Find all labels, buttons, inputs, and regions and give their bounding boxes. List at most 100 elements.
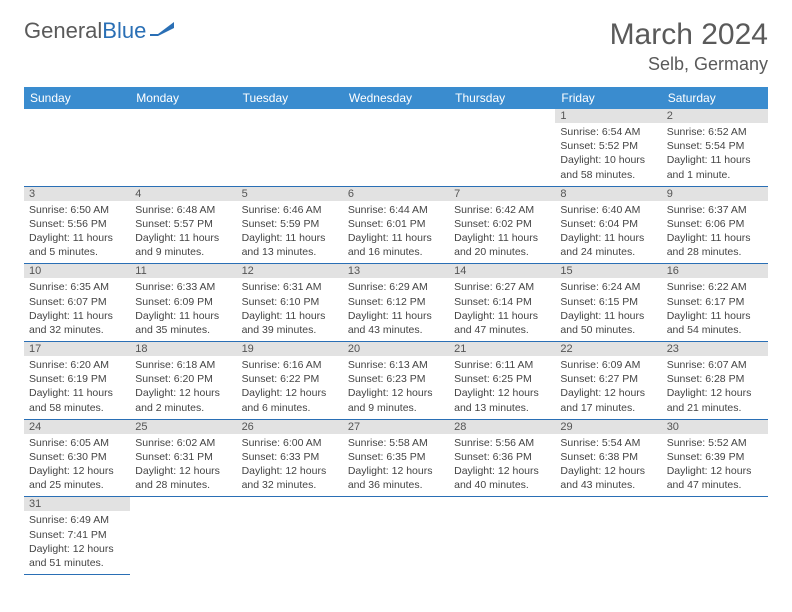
calendar-cell: 23Sunrise: 6:07 AMSunset: 6:28 PMDayligh… bbox=[662, 342, 768, 420]
daylight-text: Daylight: 11 hours and 47 minutes. bbox=[454, 309, 550, 337]
location-subtitle: Selb, Germany bbox=[610, 54, 768, 75]
calendar-cell: 28 Sunrise: 5:56 AMSunset: 6:36 PMDayligh… bbox=[449, 419, 555, 497]
day-number: 17 bbox=[24, 342, 130, 356]
calendar-cell: 16Sunrise: 6:22 AMSunset: 6:17 PMDayligh… bbox=[662, 264, 768, 342]
sunset-text: Sunset: 6:15 PM bbox=[560, 295, 656, 309]
sunrise-text: Sunrise: 6:13 AM bbox=[348, 358, 444, 372]
day-number: 11 bbox=[130, 264, 236, 278]
sunset-text: Sunset: 6:07 PM bbox=[29, 295, 125, 309]
day-number: 12 bbox=[237, 264, 343, 278]
sunrise-text: Sunrise: 6:27 AM bbox=[454, 280, 550, 294]
daylight-text: Daylight: 12 hours and 47 minutes. bbox=[667, 464, 763, 492]
sunrise-text: Sunrise: 6:18 AM bbox=[135, 358, 231, 372]
day-number: 18 bbox=[130, 342, 236, 356]
calendar-cell: 7Sunrise: 6:42 AMSunset: 6:02 PMDaylight… bbox=[449, 186, 555, 264]
flag-icon bbox=[150, 18, 174, 44]
weekday-header: Tuesday bbox=[237, 87, 343, 109]
sunrise-text: Sunrise: 6:20 AM bbox=[29, 358, 125, 372]
calendar-cell: 19Sunrise: 6:16 AMSunset: 6:22 PMDayligh… bbox=[237, 342, 343, 420]
sunrise-text: Sunrise: 6:54 AM bbox=[560, 125, 656, 139]
day-details: Sunrise: 6:22 AMSunset: 6:17 PMDaylight:… bbox=[667, 280, 763, 337]
daylight-text: Daylight: 12 hours and 40 minutes. bbox=[454, 464, 550, 492]
daylight-text: Daylight: 12 hours and 9 minutes. bbox=[348, 386, 444, 414]
sunset-text: Sunset: 7:41 PM bbox=[29, 528, 125, 542]
sunrise-text: Sunrise: 6:35 AM bbox=[29, 280, 125, 294]
sunset-text: Sunset: 5:54 PM bbox=[667, 139, 763, 153]
day-number: 25 bbox=[130, 420, 236, 434]
day-details: Sunrise: 5:52 AMSunset: 6:39 PMDaylight:… bbox=[667, 436, 763, 493]
day-details: Sunrise: 6:18 AMSunset: 6:20 PMDaylight:… bbox=[135, 358, 231, 415]
calendar-week-row: 10Sunrise: 6:35 AMSunset: 6:07 PMDayligh… bbox=[24, 264, 768, 342]
day-details: Sunrise: 6:52 AMSunset: 5:54 PMDaylight:… bbox=[667, 125, 763, 182]
daylight-text: Daylight: 12 hours and 21 minutes. bbox=[667, 386, 763, 414]
weekday-header: Monday bbox=[130, 87, 236, 109]
day-details: Sunrise: 5:56 AMSunset: 6:36 PMDaylight:… bbox=[454, 436, 550, 493]
calendar-week-row: 24Sunrise: 6:05 AMSunset: 6:30 PMDayligh… bbox=[24, 419, 768, 497]
day-details: Sunrise: 6:09 AMSunset: 6:27 PMDaylight:… bbox=[560, 358, 656, 415]
day-details: Sunrise: 6:29 AMSunset: 6:12 PMDaylight:… bbox=[348, 280, 444, 337]
daylight-text: Daylight: 11 hours and 9 minutes. bbox=[135, 231, 231, 259]
sunset-text: Sunset: 5:52 PM bbox=[560, 139, 656, 153]
sunset-text: Sunset: 6:12 PM bbox=[348, 295, 444, 309]
sunset-text: Sunset: 6:38 PM bbox=[560, 450, 656, 464]
daylight-text: Daylight: 11 hours and 54 minutes. bbox=[667, 309, 763, 337]
sunset-text: Sunset: 6:06 PM bbox=[667, 217, 763, 231]
calendar-cell: 30 Sunrise: 5:52 AMSunset: 6:39 PMDayligh… bbox=[662, 419, 768, 497]
daylight-text: Daylight: 12 hours and 2 minutes. bbox=[135, 386, 231, 414]
sunset-text: Sunset: 6:31 PM bbox=[135, 450, 231, 464]
day-details: Sunrise: 6:27 AMSunset: 6:14 PMDaylight:… bbox=[454, 280, 550, 337]
sunrise-text: Sunrise: 6:50 AM bbox=[29, 203, 125, 217]
sunset-text: Sunset: 5:57 PM bbox=[135, 217, 231, 231]
daylight-text: Daylight: 12 hours and 36 minutes. bbox=[348, 464, 444, 492]
calendar-cell: 29 Sunrise: 5:54 AMSunset: 6:38 PMDayligh… bbox=[555, 419, 661, 497]
calendar-cell: 9Sunrise: 6:37 AMSunset: 6:06 PMDaylight… bbox=[662, 186, 768, 264]
calendar-cell: 24Sunrise: 6:05 AMSunset: 6:30 PMDayligh… bbox=[24, 419, 130, 497]
day-details: Sunrise: 6:48 AMSunset: 5:57 PMDaylight:… bbox=[135, 203, 231, 260]
day-number: 30 bbox=[662, 420, 768, 434]
day-details: Sunrise: 6:02 AMSunset: 6:31 PMDaylight:… bbox=[135, 436, 231, 493]
day-number: 13 bbox=[343, 264, 449, 278]
sunrise-text: Sunrise: 6:48 AM bbox=[135, 203, 231, 217]
daylight-text: Daylight: 11 hours and 32 minutes. bbox=[29, 309, 125, 337]
daylight-text: Daylight: 11 hours and 5 minutes. bbox=[29, 231, 125, 259]
sunset-text: Sunset: 6:39 PM bbox=[667, 450, 763, 464]
day-number: 3 bbox=[24, 187, 130, 201]
sunset-text: Sunset: 6:14 PM bbox=[454, 295, 550, 309]
sunset-text: Sunset: 6:33 PM bbox=[242, 450, 338, 464]
day-details: Sunrise: 6:37 AMSunset: 6:06 PMDaylight:… bbox=[667, 203, 763, 260]
sunrise-text: Sunrise: 6:46 AM bbox=[242, 203, 338, 217]
daylight-text: Daylight: 11 hours and 1 minute. bbox=[667, 153, 763, 181]
calendar-cell: 2 Sunrise: 6:52 AMSunset: 5:54 PMDaylight… bbox=[662, 109, 768, 186]
day-number: 2 bbox=[662, 109, 768, 123]
weekday-header: Thursday bbox=[449, 87, 555, 109]
daylight-text: Daylight: 11 hours and 13 minutes. bbox=[242, 231, 338, 259]
daylight-text: Daylight: 12 hours and 25 minutes. bbox=[29, 464, 125, 492]
daylight-text: Daylight: 12 hours and 17 minutes. bbox=[560, 386, 656, 414]
calendar-cell: 31Sunrise: 6:49 AMSunset: 7:41 PMDayligh… bbox=[24, 497, 130, 575]
day-number: 28 bbox=[449, 420, 555, 434]
day-number: 31 bbox=[24, 497, 130, 511]
calendar-header-row: Sunday Monday Tuesday Wednesday Thursday… bbox=[24, 87, 768, 109]
calendar-week-row: 3Sunrise: 6:50 AMSunset: 5:56 PMDaylight… bbox=[24, 186, 768, 264]
calendar-cell: 20Sunrise: 6:13 AMSunset: 6:23 PMDayligh… bbox=[343, 342, 449, 420]
day-number: 29 bbox=[555, 420, 661, 434]
sunrise-text: Sunrise: 6:49 AM bbox=[29, 513, 125, 527]
calendar-cell: 1Sunrise: 6:54 AMSunset: 5:52 PMDaylight… bbox=[555, 109, 661, 186]
calendar-cell bbox=[237, 109, 343, 186]
calendar-cell: 5Sunrise: 6:46 AMSunset: 5:59 PMDaylight… bbox=[237, 186, 343, 264]
daylight-text: Daylight: 12 hours and 43 minutes. bbox=[560, 464, 656, 492]
daylight-text: Daylight: 11 hours and 24 minutes. bbox=[560, 231, 656, 259]
daylight-text: Daylight: 12 hours and 13 minutes. bbox=[454, 386, 550, 414]
day-details: Sunrise: 6:16 AMSunset: 6:22 PMDaylight:… bbox=[242, 358, 338, 415]
calendar-cell: 27Sunrise: 5:58 AMSunset: 6:35 PMDayligh… bbox=[343, 419, 449, 497]
daylight-text: Daylight: 12 hours and 32 minutes. bbox=[242, 464, 338, 492]
calendar-cell bbox=[130, 109, 236, 186]
sunset-text: Sunset: 6:30 PM bbox=[29, 450, 125, 464]
day-details: Sunrise: 6:24 AMSunset: 6:15 PMDaylight:… bbox=[560, 280, 656, 337]
calendar-cell: 21Sunrise: 6:11 AMSunset: 6:25 PMDayligh… bbox=[449, 342, 555, 420]
sunrise-text: Sunrise: 5:54 AM bbox=[560, 436, 656, 450]
sunset-text: Sunset: 6:02 PM bbox=[454, 217, 550, 231]
calendar-cell bbox=[343, 497, 449, 575]
sunrise-text: Sunrise: 6:07 AM bbox=[667, 358, 763, 372]
sunrise-text: Sunrise: 6:16 AM bbox=[242, 358, 338, 372]
